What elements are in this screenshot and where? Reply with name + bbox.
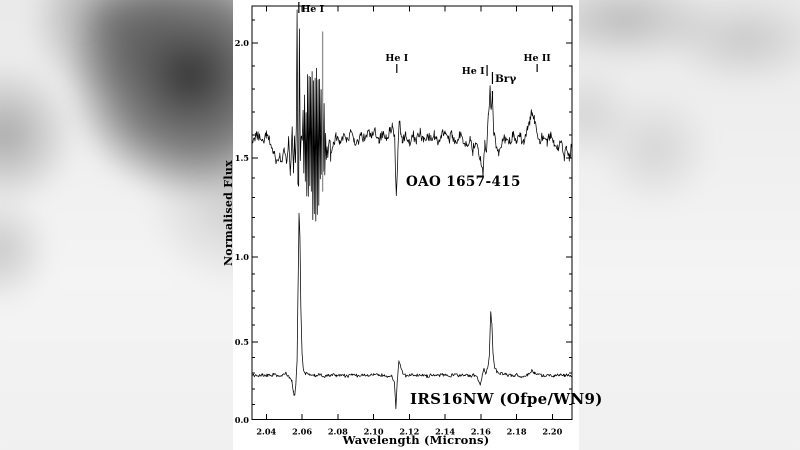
figure-panel [233,0,579,450]
y-tick-label: 0.0 [235,415,250,425]
annotation-label: He I [462,66,485,77]
x-tick-label: 2.20 [542,427,562,437]
x-tick-label: 2.04 [256,427,276,437]
y-tick-label: 1.0 [235,252,250,262]
annotation-label: He I [385,53,408,64]
annotation-label: Brγ [495,73,516,85]
spectrum-path-irs16nw [251,212,573,410]
annotation-label: He II [524,53,552,64]
y-tick-label: 2.0 [235,38,250,48]
x-tick-label: 2.10 [364,427,384,437]
annotation-label: He I [301,4,324,15]
x-axis-title: Wavelength (Microns) [342,433,490,447]
x-tick-label: 2.14 [435,427,455,437]
series-label-oao1657-415: OAO 1657-415 [406,174,521,190]
y-tick-label: 1.5 [235,153,250,163]
axis-frame [251,5,573,420]
series-label-irs16nw: IRS16NW (Ofpe/WN9) [410,390,603,408]
x-tick-label: 2.08 [328,427,348,437]
x-tick-label: 2.12 [399,427,419,437]
x-tick-label: 2.06 [292,427,312,437]
x-tick-label: 2.18 [507,427,527,437]
x-tick-label: 2.16 [471,427,491,437]
y-tick-label: 0.5 [235,337,250,347]
spectrum-path-oao1657-415 [251,9,573,222]
y-axis-title: Normalised Flux [222,159,235,267]
